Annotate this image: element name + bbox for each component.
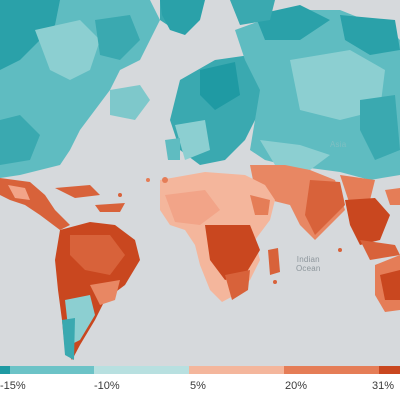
legend-tick-4: 31% <box>372 380 395 392</box>
legend-tick-0: -15% <box>0 380 26 392</box>
asia-text: Asia <box>330 140 347 149</box>
europe <box>165 55 265 165</box>
islands <box>118 177 342 284</box>
asia-label: Asia <box>330 140 346 149</box>
australia <box>375 255 400 312</box>
legend-segment-0 <box>0 366 10 374</box>
legend-segment-5 <box>379 366 400 374</box>
south-america <box>55 222 140 360</box>
greenland <box>160 0 205 35</box>
legend-tick-1: -10% <box>94 380 120 392</box>
legend-tick-3: 20% <box>285 380 308 392</box>
asia <box>230 0 400 180</box>
legend-segment-3 <box>189 366 284 374</box>
legend-background <box>0 374 400 400</box>
central-america <box>0 178 125 230</box>
south-asia <box>250 165 400 260</box>
indian-ocean-label: Indian Ocean <box>296 255 321 273</box>
legend-tick-2: 5% <box>190 380 206 392</box>
world-map <box>0 0 400 360</box>
legend-segment-2 <box>94 366 189 374</box>
legend-segment-4 <box>284 366 379 374</box>
africa <box>160 172 280 302</box>
legend-segment-1 <box>10 366 94 374</box>
indian-ocean-text: Indian Ocean <box>296 255 321 273</box>
legend-color-bar <box>0 366 400 374</box>
